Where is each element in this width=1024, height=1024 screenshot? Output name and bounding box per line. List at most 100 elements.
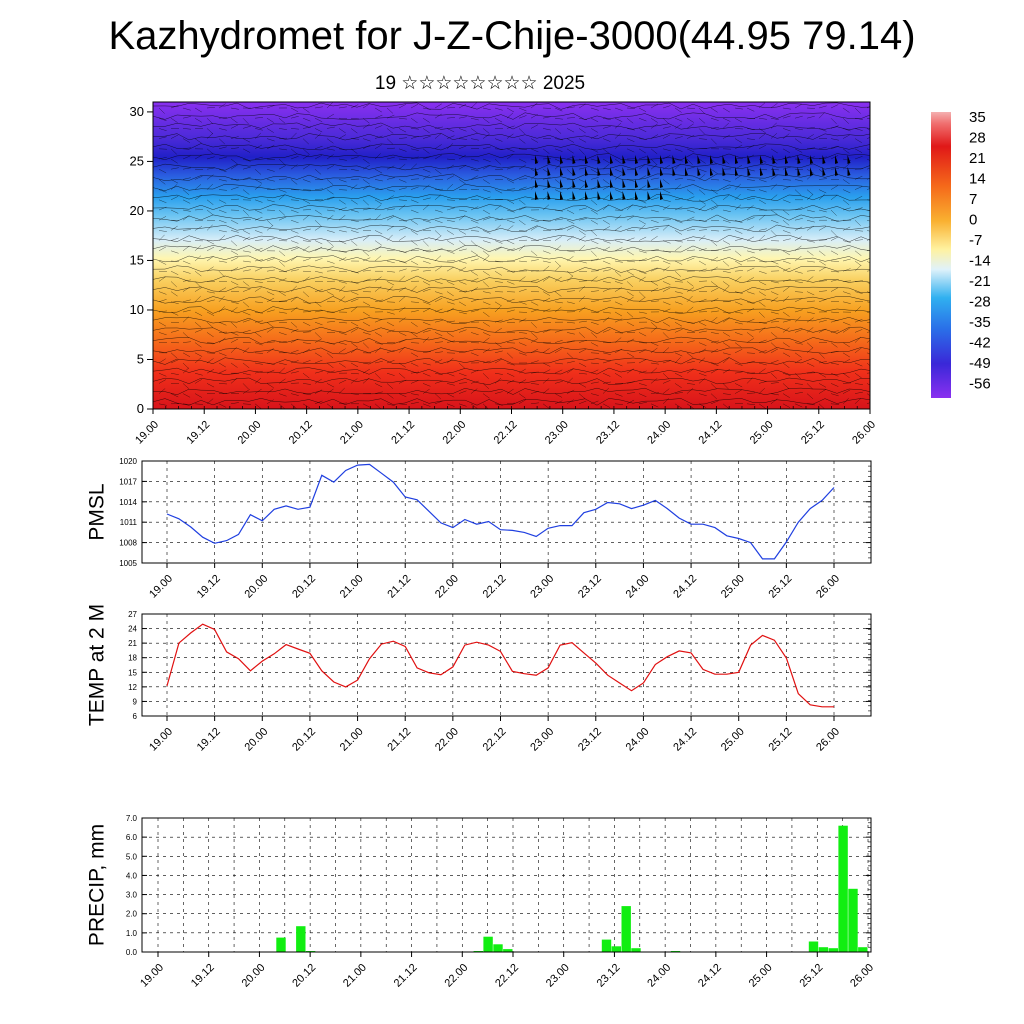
wind-barb xyxy=(398,179,407,183)
wind-barb xyxy=(530,102,538,109)
wind-barb xyxy=(614,287,623,292)
wind-barb xyxy=(362,403,371,408)
wind-barb xyxy=(602,185,611,190)
wind-barb xyxy=(362,118,370,124)
wind-barb xyxy=(626,250,634,256)
wind-barb xyxy=(410,332,418,338)
wind-barb xyxy=(698,348,707,353)
wind-barb xyxy=(302,348,311,353)
wind-barb xyxy=(446,219,455,222)
wind-barb xyxy=(770,281,779,284)
wind-flag xyxy=(772,167,776,176)
wind-barb xyxy=(374,204,382,211)
x-tick-label: 22.00 xyxy=(433,573,461,601)
wind-barb xyxy=(710,199,718,205)
wind-barb xyxy=(842,207,851,211)
y-tick-label: 1008 xyxy=(119,539,137,548)
wind-barb xyxy=(446,175,455,180)
wind-barb xyxy=(842,327,850,333)
wind-barb xyxy=(554,260,561,267)
wind-barb xyxy=(170,359,179,364)
wind-barb xyxy=(278,270,287,273)
wind-barb xyxy=(482,240,491,244)
wind-barb xyxy=(650,342,659,346)
x-tick-label: 20.00 xyxy=(240,962,268,990)
wind-barb xyxy=(758,301,766,307)
wind-barb xyxy=(302,214,310,221)
wind-flag xyxy=(822,167,826,176)
wind-barb xyxy=(866,301,870,303)
wind-barb xyxy=(374,153,381,160)
wind-barb xyxy=(374,214,381,221)
wind-barb xyxy=(638,156,647,160)
wind-barb xyxy=(278,311,287,314)
x-tick-label: 20.00 xyxy=(242,573,270,601)
wind-barb xyxy=(722,240,731,245)
wind-barb xyxy=(242,250,251,253)
wind-barb xyxy=(206,174,214,180)
wind-barb xyxy=(866,291,870,293)
wind-barb xyxy=(434,209,443,213)
pmsl-ylabel: PMSL xyxy=(86,483,109,540)
wind-barb xyxy=(746,205,754,211)
wind-barb xyxy=(398,268,407,272)
wind-barb xyxy=(326,230,335,233)
wind-barb xyxy=(854,265,861,272)
wind-barb xyxy=(722,352,731,356)
wind-barb xyxy=(734,183,741,190)
wind-barb xyxy=(482,146,491,150)
wind-barb xyxy=(794,138,802,144)
precip-x-axis: 19.00 19.12 20.00 20.12 21.00 21.12 22.00 22.12… xyxy=(138,952,876,990)
wind-barb xyxy=(518,206,527,211)
x-tick-label: 23.12 xyxy=(594,419,622,447)
wind-barb xyxy=(458,390,467,394)
wind-barb xyxy=(782,327,790,333)
wind-barb xyxy=(734,291,743,294)
wind-barb xyxy=(506,298,515,303)
wind-barb xyxy=(326,260,335,264)
wind-barb xyxy=(614,122,622,129)
wind-barb xyxy=(566,256,574,262)
wind-barb xyxy=(770,174,778,180)
wind-barb xyxy=(206,398,214,404)
wind-barb xyxy=(722,117,731,122)
wind-barb xyxy=(158,299,167,303)
wind-flag xyxy=(547,179,551,188)
wind-barb xyxy=(434,230,442,237)
wind-barb xyxy=(206,358,214,364)
wind-barb xyxy=(842,389,851,394)
wind-barb xyxy=(338,240,347,245)
wind-barb xyxy=(602,288,611,292)
precip-bar xyxy=(276,937,286,952)
wind-barb xyxy=(446,117,455,119)
wind-barb xyxy=(806,115,815,119)
colorbar-label: -28 xyxy=(969,294,991,311)
wind-barb xyxy=(434,341,443,343)
wind-barb xyxy=(218,271,225,278)
wind-barb xyxy=(710,127,719,129)
wind-barb xyxy=(854,128,863,131)
wind-barb xyxy=(674,271,681,277)
wind-barb xyxy=(698,298,707,303)
wind-barb xyxy=(770,148,778,154)
wind-barb xyxy=(266,341,275,343)
wind-barb xyxy=(794,256,802,262)
x-tick-label: 21.00 xyxy=(338,573,366,601)
wind-barb xyxy=(254,311,263,314)
wind-barb xyxy=(626,148,635,153)
wind-barb xyxy=(674,291,683,294)
wind-barb xyxy=(158,179,166,185)
wind-barb xyxy=(710,332,719,335)
y-tick-label: 1.0 xyxy=(126,929,138,938)
wind-flag xyxy=(622,167,626,176)
wind-barb xyxy=(830,138,839,141)
wind-barb xyxy=(182,367,190,374)
wind-barb xyxy=(710,400,719,405)
wind-barb xyxy=(386,177,395,180)
wind-barb xyxy=(446,266,454,272)
wind-barb xyxy=(206,311,215,316)
wind-barb xyxy=(170,225,178,231)
wind-barb xyxy=(746,145,755,150)
x-tick-label: 23.00 xyxy=(544,962,572,990)
wind-barb xyxy=(290,285,297,292)
